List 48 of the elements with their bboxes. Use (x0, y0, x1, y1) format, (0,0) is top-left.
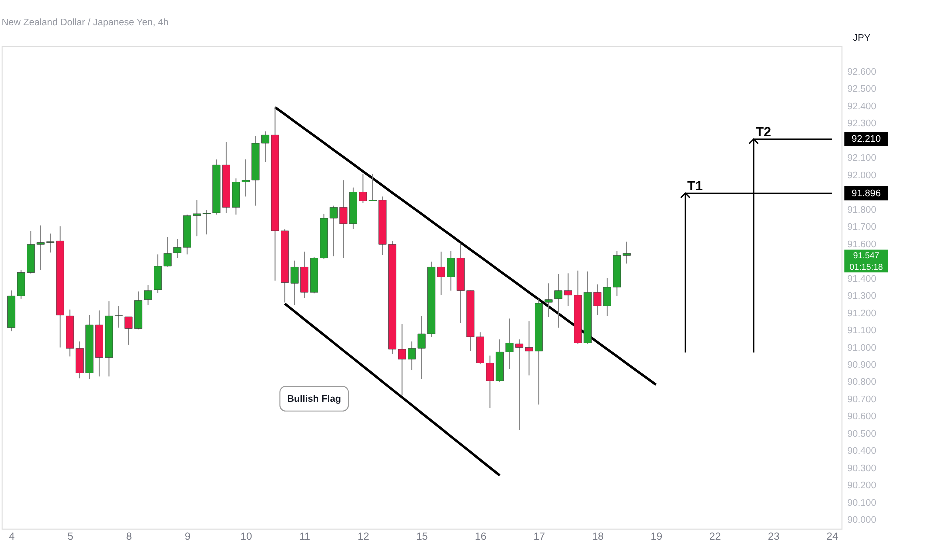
x-tick-label: 9 (184, 532, 191, 543)
y-tick-label: 92.100 (847, 153, 877, 164)
x-tick-label: 11 (300, 532, 311, 543)
y-tick-label: 90.600 (847, 412, 877, 423)
annotation: Bullish Flag (287, 394, 342, 405)
x-tick-label: 24 (826, 532, 839, 543)
x-tick-label: 16 (475, 532, 487, 543)
x-tick-label: 12 (358, 532, 370, 543)
x-tick-label: 10 (240, 532, 252, 543)
y-axis-title: JPY (853, 33, 872, 44)
x-tick-label: 18 (592, 532, 604, 543)
y-tick-label: 92.400 (847, 101, 877, 112)
x-tick-label: 23 (768, 532, 780, 543)
x-tick-label: 5 (68, 532, 74, 543)
y-tick-label: 91.100 (847, 326, 877, 337)
text: 91.896 (852, 188, 881, 200)
text: 92.210 (852, 134, 881, 146)
x-tick-label: 22 (710, 532, 722, 543)
y-tick-label: 90.300 (847, 463, 877, 474)
y-tick-label: 92.600 (847, 66, 877, 78)
y-tick-label: 90.700 (847, 394, 877, 406)
x-tick-label: 15 (416, 532, 428, 543)
y-tick-label: 92.300 (847, 118, 877, 130)
y-tick-label: 91.300 (847, 291, 877, 302)
y-tick-label: 91.800 (847, 204, 877, 216)
x-tick-label: 17 (534, 532, 546, 543)
y-tick-label: 90.900 (847, 360, 877, 371)
x-tick-label: 4 (9, 532, 16, 543)
x-tick-label: 8 (126, 532, 132, 543)
y-tick-label: 92.500 (847, 84, 877, 96)
y-tick-label: 90.100 (847, 498, 877, 509)
y-tick-label: 90.400 (847, 446, 877, 458)
y-tick-label: 90.200 (847, 480, 877, 492)
y-tick-label: 91.700 (847, 222, 877, 234)
y-tick-label: 91.400 (847, 274, 877, 285)
y-tick-label: 90.800 (847, 377, 877, 388)
y-tick-label: 91.200 (847, 308, 877, 320)
annotation: T2 (756, 124, 772, 140)
annotation: T1 (687, 178, 704, 194)
y-tick-label: 91.600 (847, 239, 877, 250)
y-tick-label: 90.500 (847, 428, 877, 440)
y-tick-label: 91.000 (847, 342, 877, 354)
chart-title: New Zealand Dollar / Japanese Yen, 4h (2, 17, 169, 28)
text: 01:15:18 (850, 262, 884, 272)
y-tick-label: 92.000 (847, 170, 877, 182)
y-tick-label: 90.000 (847, 515, 877, 526)
x-tick-label: 19 (650, 532, 663, 543)
text: 91.547 (853, 250, 880, 260)
